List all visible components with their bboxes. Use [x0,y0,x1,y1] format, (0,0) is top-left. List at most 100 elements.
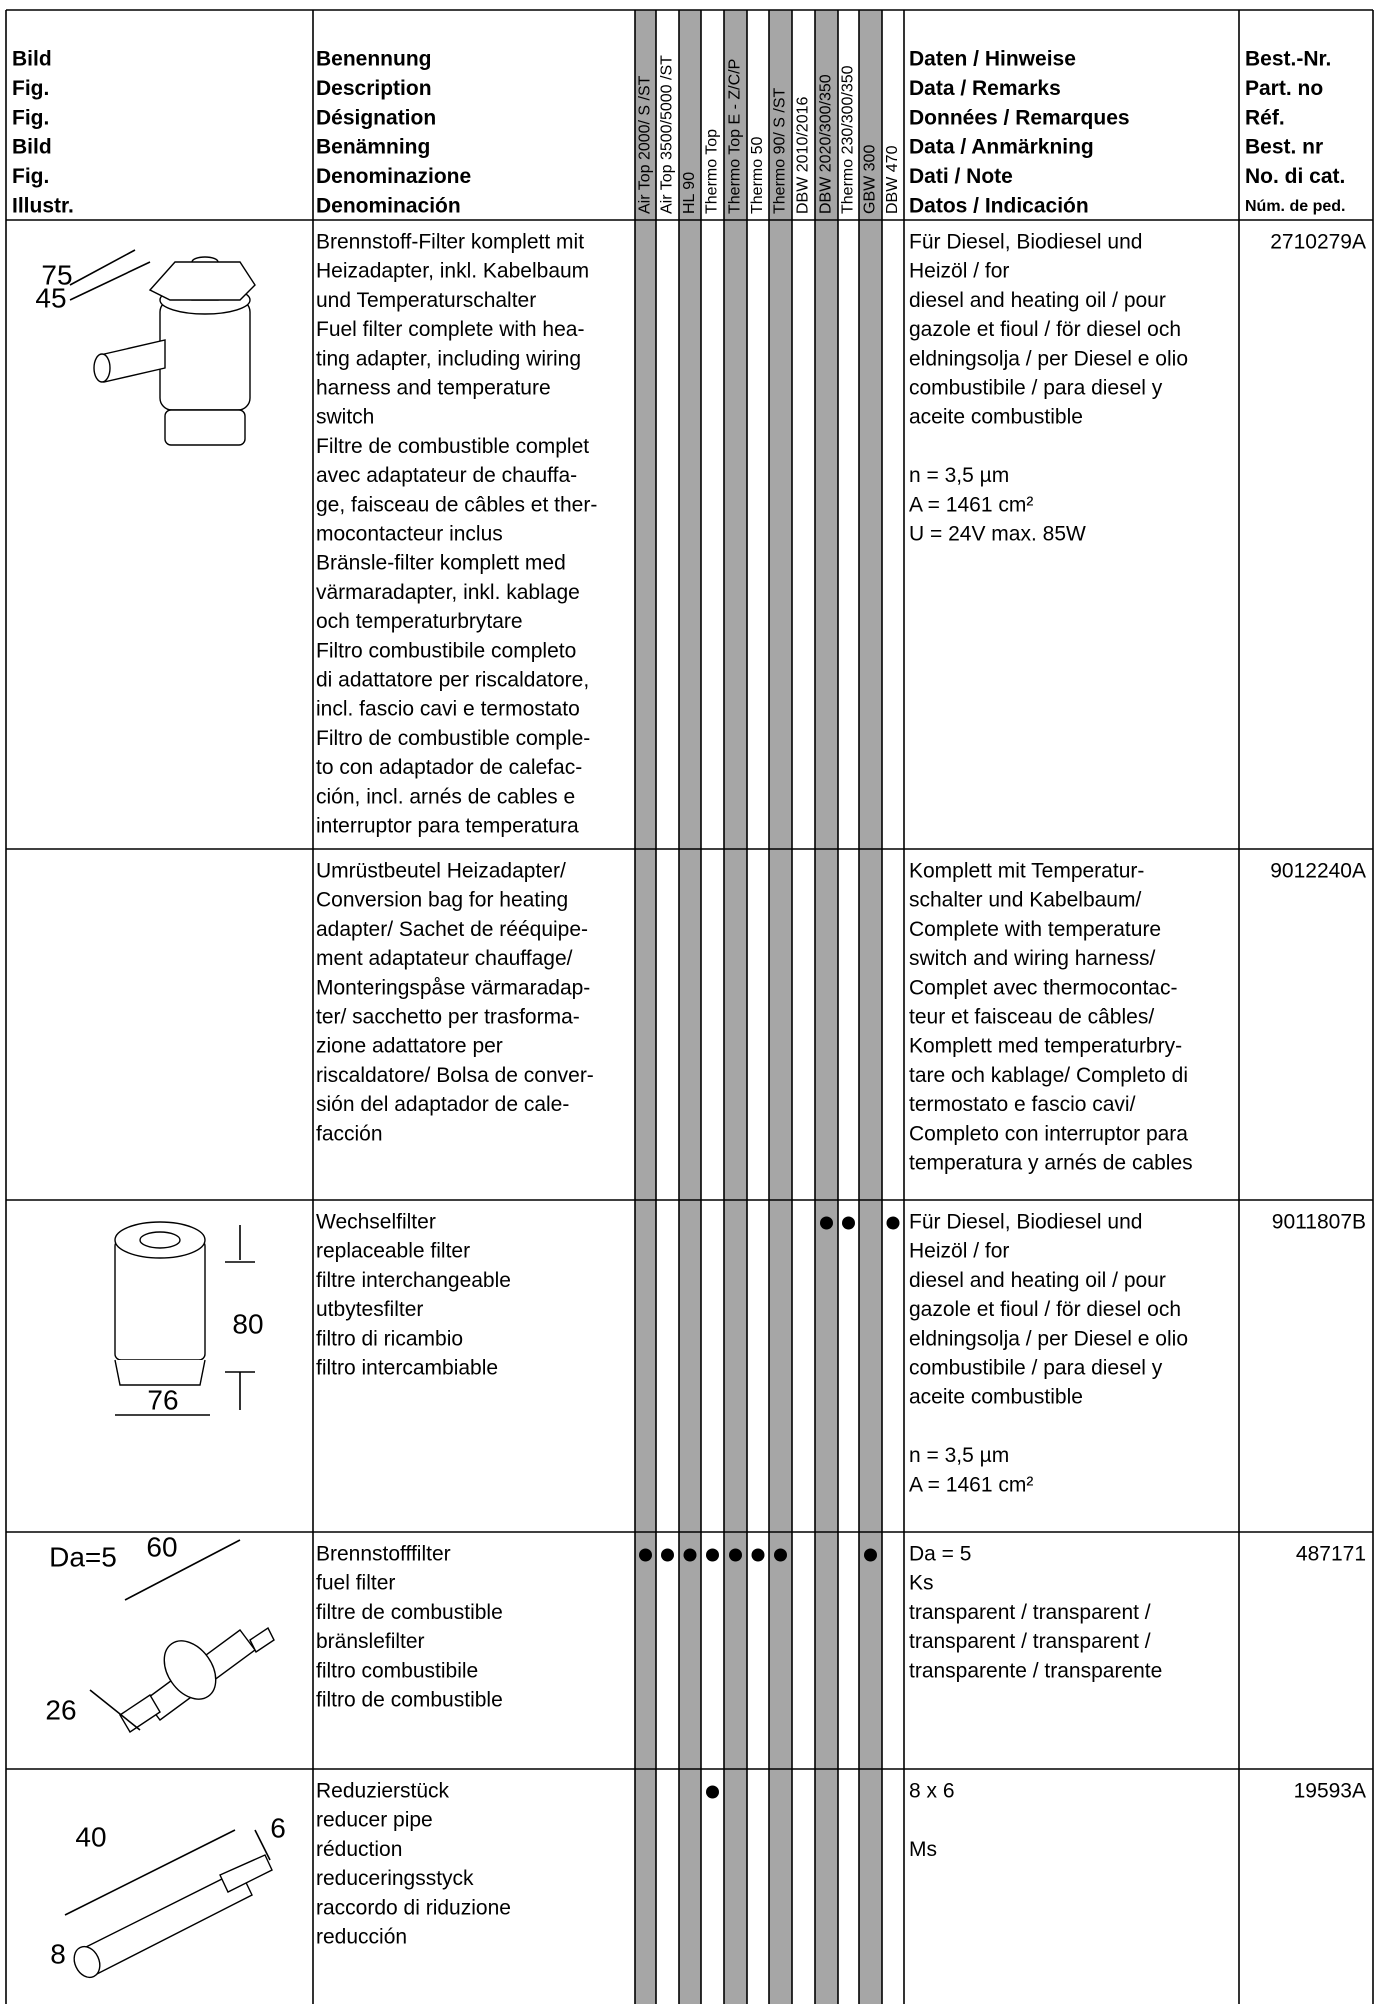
dimension-label: 40 [75,1821,106,1852]
data-line: temperatura y arnés de cables [909,1152,1193,1175]
designation-line: Wechselfilter [316,1211,436,1234]
data-line: combustibile / para diesel y [909,377,1163,400]
designation-line: filtre de combustible [316,1601,503,1624]
data-line: aceite combustible [909,406,1083,429]
data-line: A = 1461 cm² [909,493,1033,516]
header-model: Thermo Top [704,129,721,214]
data-line: Completo con interruptor para [909,1122,1188,1145]
dimension-label: 6 [270,1812,286,1843]
data-line: Ks [909,1572,934,1595]
designation-line: värmaradapter, inkl. kablage [316,581,580,604]
applicability-dot [864,1548,877,1562]
designation-line: switch [316,406,374,429]
data-line: 8 x 6 [909,1780,955,1803]
designation-line: ción, incl. arnés de cables e [316,785,575,808]
header-part-no: No. di cat. [1245,165,1345,188]
header-data: Datos / Indicación [909,195,1089,218]
designation-line: filtre interchangeable [316,1269,511,1292]
dimension-label: 76 [147,1384,178,1415]
header-designation: Benämning [316,136,430,159]
applicability-dot [842,1216,855,1230]
applicability-dot [886,1216,900,1230]
designation-line: zione adattatore per [316,1035,503,1058]
applicability-dot [774,1548,787,1562]
data-line: Für Diesel, Biodiesel und [909,231,1142,254]
part-number: 19593A [1294,1780,1366,1803]
designation-line: raccordo di riduzione [316,1896,511,1919]
part-number: 9011807B [1272,1211,1366,1234]
designation-line: Brennstofffilter [316,1543,451,1566]
applicability-dot [729,1548,742,1562]
designation-line: Monteringspåse värmaradap- [316,976,590,999]
designation-line: Brennstoff-Filter komplett mit [316,231,584,254]
header-model: HL 90 [681,172,698,214]
dimension-label: 8 [50,1938,66,1969]
designation-line: réduction [316,1838,402,1861]
data-line: Komplett mit Temperatur- [909,860,1144,883]
header-part-no: Part. no [1245,77,1323,100]
data-line: eldningsolja / per Diesel e olio [909,1327,1188,1350]
data-line: Heizöl / for [909,1240,1009,1263]
applicability-dot [683,1548,697,1562]
header-data: Data / Anmärkning [909,136,1094,159]
designation-line: filtro intercambiable [316,1357,498,1380]
header-model: DBW 2010/2016 [795,96,812,214]
dimension-label: Da=5 [49,1541,117,1572]
header-model: DBW 470 [884,145,901,214]
data-line: transparent / transparent / [909,1601,1151,1624]
data-line: n = 3,5 µm [909,464,1009,487]
designation-line: Umrüstbeutel Heizadapter/ [316,860,566,883]
header-model: Thermo 90/ S /ST [772,88,789,214]
designation-line: Filtro de combustible comple- [316,727,590,750]
data-line: transparente / transparente [909,1659,1162,1682]
part-number: 2710279A [1270,231,1366,254]
designation-line: ter/ sacchetto per trasforma- [316,1006,580,1029]
designation-line: to con adaptador de calefac- [316,756,582,779]
header-designation: Denominazione [316,165,471,188]
designation-line: ge, faisceau de câbles et ther- [316,493,597,516]
designation-line: Fuel filter complete with hea- [316,318,584,341]
designation-line: bränslefilter [316,1630,425,1653]
model-columns [635,10,882,2004]
designation-line: facción [316,1122,383,1145]
header-model: Air Top 3500/5000 /ST [659,55,676,214]
illustration-fuel-filter [89,1539,275,1733]
illustration-fuel-filter-kit [69,249,256,446]
data-line: tare och kablage/ Completo di [909,1064,1188,1087]
designation-line: filtro combustibile [316,1659,478,1682]
header-designation: Denominación [316,195,461,218]
model-column-shade [679,10,701,2004]
designation-line: incl. fascio cavi e termostato [316,698,580,721]
applicability-dot [639,1548,652,1562]
model-column-shade [815,10,838,2004]
designation-line: filtro di ricambio [316,1327,463,1350]
header-part-no: Best.-Nr. [1245,48,1331,71]
dimension-label: 60 [146,1531,177,1562]
applicability-dot [661,1548,674,1562]
header-designation: Benennung [316,48,432,71]
applicability-dot [751,1548,765,1562]
header-figure: Illustr. [12,195,74,218]
part-number: 487171 [1296,1543,1366,1566]
header-figure: Bild [12,136,52,159]
data-line: teur et faisceau de câbles/ [909,1006,1154,1029]
data-line: eldningsolja / per Diesel e olio [909,347,1188,370]
data-line: n = 3,5 µm [909,1444,1009,1467]
data-line: Heizöl / for [909,260,1009,283]
data-line: gazole et fioul / för diesel och [909,318,1181,341]
designation-line: avec adaptateur de chauffa- [316,464,577,487]
header-part-no: Best. nr [1245,136,1323,159]
header-data: Daten / Hinweise [909,48,1076,71]
data-line: combustibile / para diesel y [909,1357,1163,1380]
data-line: Complet avec thermocontac- [909,976,1177,999]
designation-line: ting adapter, including wiring [316,347,581,370]
header-model: Air Top 2000/ S /ST [637,75,654,214]
data-line: Ms [909,1838,937,1861]
data-line: termostato e fascio cavi/ [909,1093,1136,1116]
applicability-dot [706,1548,719,1562]
data-line: U = 24V max. 85W [909,523,1086,546]
data-line: aceite combustible [909,1386,1083,1409]
data-line: gazole et fioul / för diesel och [909,1298,1181,1321]
applicability-dot [820,1216,833,1230]
